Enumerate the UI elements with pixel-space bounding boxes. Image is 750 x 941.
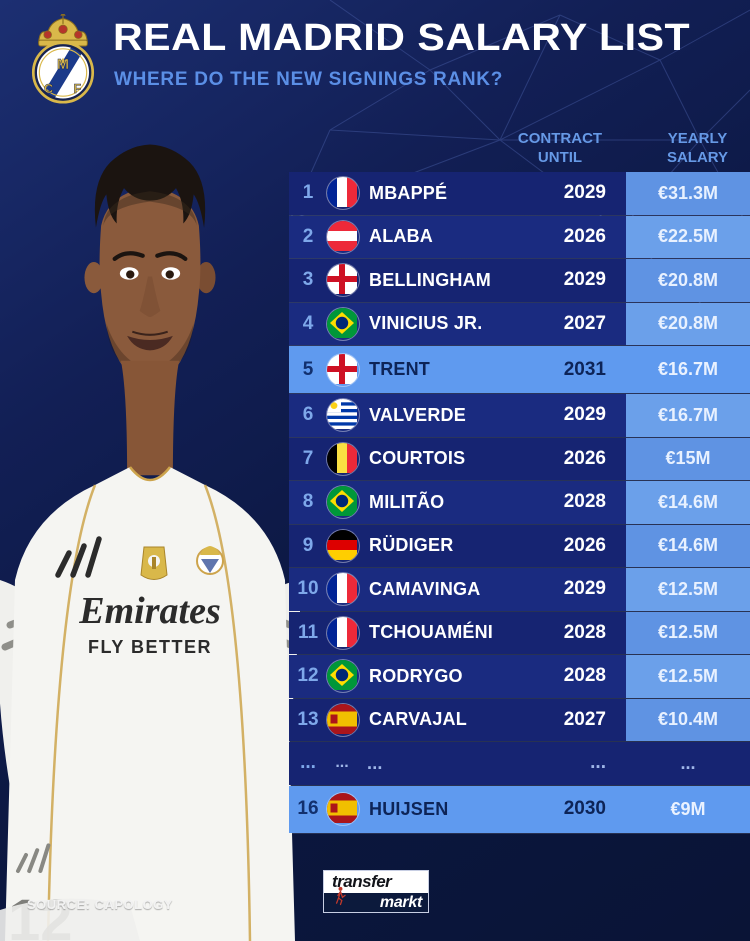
svg-text:FLY BETTER: FLY BETTER [88, 637, 212, 657]
svg-text:Emirates: Emirates [78, 590, 220, 632]
svg-text:C: C [44, 82, 53, 96]
svg-text:F: F [74, 82, 82, 96]
svg-text:M: M [57, 57, 69, 73]
